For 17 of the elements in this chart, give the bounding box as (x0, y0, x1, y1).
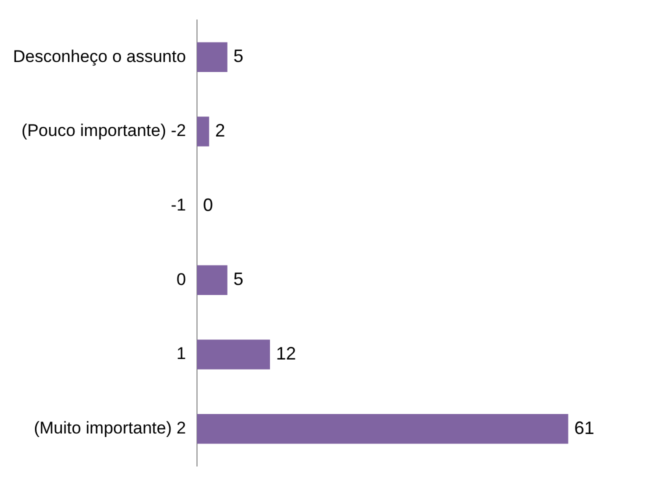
data-label: 61 (574, 418, 594, 438)
data-label: 0 (202, 194, 213, 215)
data-label: 5 (233, 46, 244, 66)
bar (196, 414, 568, 444)
y-tick-label: (Pouco importante) -2 (22, 121, 186, 140)
bar (196, 340, 270, 370)
bar (196, 116, 210, 146)
data-label: 2 (215, 120, 226, 140)
bar (196, 265, 228, 296)
bar (196, 42, 228, 72)
data-label: 12 (276, 343, 296, 364)
y-tick-label: 1 (176, 344, 186, 364)
data-label: 5 (233, 269, 244, 290)
y-tick-label: Desconheço o assunto (12, 46, 186, 66)
y-tick-label: (Muito importante) 2 (34, 418, 186, 438)
y-tick-label: -1 (170, 196, 186, 215)
y-tick-label: 0 (176, 270, 186, 289)
